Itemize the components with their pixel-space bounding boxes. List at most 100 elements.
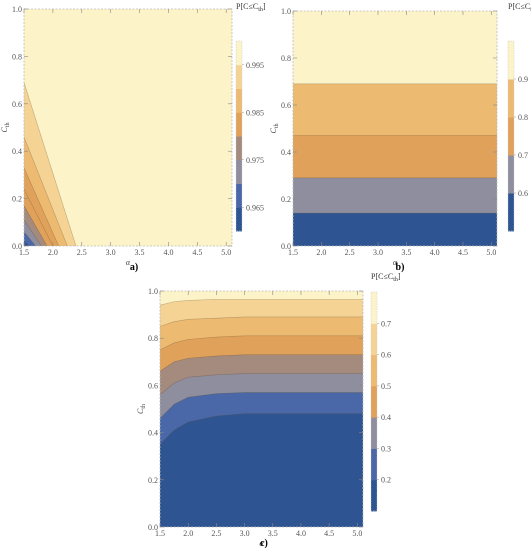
legend-title: P[C≤Cth] [371, 272, 401, 283]
legend-tick-label: 0.6 [518, 189, 528, 198]
legend-tick-label: 0.3 [381, 444, 391, 453]
y-tick-label: 0.6 [281, 101, 291, 110]
y-tick-label: 0.8 [281, 54, 291, 63]
y-tick-label: 0.6 [12, 100, 22, 109]
x-tick-label: 5.0 [221, 248, 231, 257]
legend-swatch [508, 117, 514, 156]
legend-swatch [236, 112, 242, 137]
legend-frame [235, 40, 243, 232]
x-tick-label: 5.0 [352, 529, 362, 538]
x-tick-label: 2.0 [316, 248, 326, 257]
panel-label: c) [260, 538, 268, 549]
y-tick-label: 0.6 [148, 381, 158, 390]
legend-swatch [371, 417, 377, 449]
contour-line [160, 392, 363, 419]
legend: 0.2 0.3 0.4 0.5 0.6 0.7 P[C≤Cth] [370, 272, 401, 512]
contour-line [160, 298, 363, 306]
y-tick-label: 0.8 [12, 52, 22, 61]
contour-area [24, 9, 232, 246]
legend: 0.6 0.7 0.8 0.9 P[C≤Cth] [507, 2, 531, 232]
contour-line [24, 82, 77, 246]
x-axis-label: α [259, 539, 264, 548]
contour-line [160, 373, 363, 396]
legend-swatch [371, 479, 377, 512]
legend-tick-label: 0.9 [518, 75, 528, 84]
panel-label: b) [396, 262, 405, 273]
legend-tick-label: 0.6 [381, 351, 391, 360]
legend-tick-label: 0.965 [246, 203, 264, 212]
y-tick-label: 0.0 [148, 523, 158, 532]
contour-band [160, 291, 363, 306]
x-tick-label: 4.0 [430, 248, 440, 257]
legend-swatch [236, 207, 242, 232]
contour-band [293, 11, 497, 84]
y-tick-label: 0.0 [281, 242, 291, 251]
legend-tick-label: 0.8 [518, 113, 528, 122]
legend-tick-label: 0.5 [381, 382, 391, 391]
contour-line [24, 205, 48, 246]
legend-tick-label: 0.7 [518, 151, 528, 160]
y-axis-label: Cth [269, 123, 280, 133]
contour-line [24, 241, 30, 246]
legend-tick-label: 0.4 [381, 413, 391, 422]
plot-frame [292, 10, 498, 247]
y-tick-label: 1.0 [281, 7, 291, 16]
legend-swatch [508, 41, 514, 80]
x-tick-label: 3.5 [401, 248, 411, 257]
legend-swatch [236, 183, 242, 208]
contour-area [160, 291, 363, 527]
x-tick-label: 4.0 [296, 529, 306, 538]
legend-frame [370, 291, 378, 512]
legend-swatch [371, 448, 377, 481]
legend-title: P[C≤Cth] [236, 2, 266, 13]
x-tick-label: 4.5 [324, 529, 334, 538]
x-tick-label: 4.5 [458, 248, 468, 257]
y-tick-label: 1.0 [148, 287, 158, 296]
y-tick-label: 0.4 [281, 148, 291, 157]
plot-frame [23, 8, 233, 247]
x-tick-label: 4.5 [192, 248, 202, 257]
contour-line [24, 136, 68, 246]
y-tick-label: 0.4 [148, 429, 158, 438]
y-tick-label: 0.4 [12, 147, 22, 156]
contour-line [160, 316, 363, 327]
legend-swatch [371, 323, 377, 356]
x-tick-label: 1.5 [155, 529, 165, 538]
y-axis-label: Cth [136, 404, 147, 414]
x-tick-label: 5.0 [486, 248, 496, 257]
y-tick-label: 0.2 [12, 195, 22, 204]
legend-swatch [371, 292, 377, 324]
legend-swatch [371, 354, 377, 387]
contour-line [160, 413, 363, 445]
x-tick-label: 3.0 [240, 529, 250, 538]
x-tick-label: 3.5 [268, 529, 278, 538]
contour-line [160, 335, 363, 351]
legend-swatch [236, 159, 242, 184]
x-axis-label: α [393, 258, 398, 267]
y-tick-label: 0.0 [12, 242, 22, 251]
contour-band [160, 291, 363, 327]
y-axis-label: Cth [0, 122, 11, 132]
x-tick-label: 1.5 [288, 248, 298, 257]
x-tick-label: 2.5 [345, 248, 355, 257]
x-tick-label: 2.0 [48, 248, 58, 257]
plot-frame [159, 290, 364, 528]
legend-swatch [236, 41, 242, 66]
contour-band [24, 9, 232, 246]
legend-swatch [508, 155, 514, 194]
x-tick-label: 2.0 [183, 529, 193, 538]
x-tick-label: 4.0 [163, 248, 173, 257]
legend-tick-label: 0.7 [381, 319, 391, 328]
contour-area [293, 11, 497, 246]
legend-title: P[C≤Cth] [508, 2, 531, 13]
legend-tick-label: 0.985 [246, 108, 264, 117]
legend-swatch [236, 136, 242, 161]
legend-swatch [508, 79, 514, 118]
contour-line [24, 231, 36, 246]
panel-a: 1.5 2.0 2.5 3.0 3.5 4.0 4.5 5.0 0.0 0.2 0.4 0.6 0.8 1… [0, 2, 266, 273]
y-tick-label: 1.0 [12, 5, 22, 14]
contour-line [24, 188, 54, 246]
legend: 0.965 0.975 0.985 0.995 P[C≤Cth] [235, 2, 266, 232]
panel-b: 1.5 2.0 2.5 3.0 3.5 4.0 4.5 5.0 0.0 0.2 0.4 0.6 0.8 1… [269, 2, 531, 273]
